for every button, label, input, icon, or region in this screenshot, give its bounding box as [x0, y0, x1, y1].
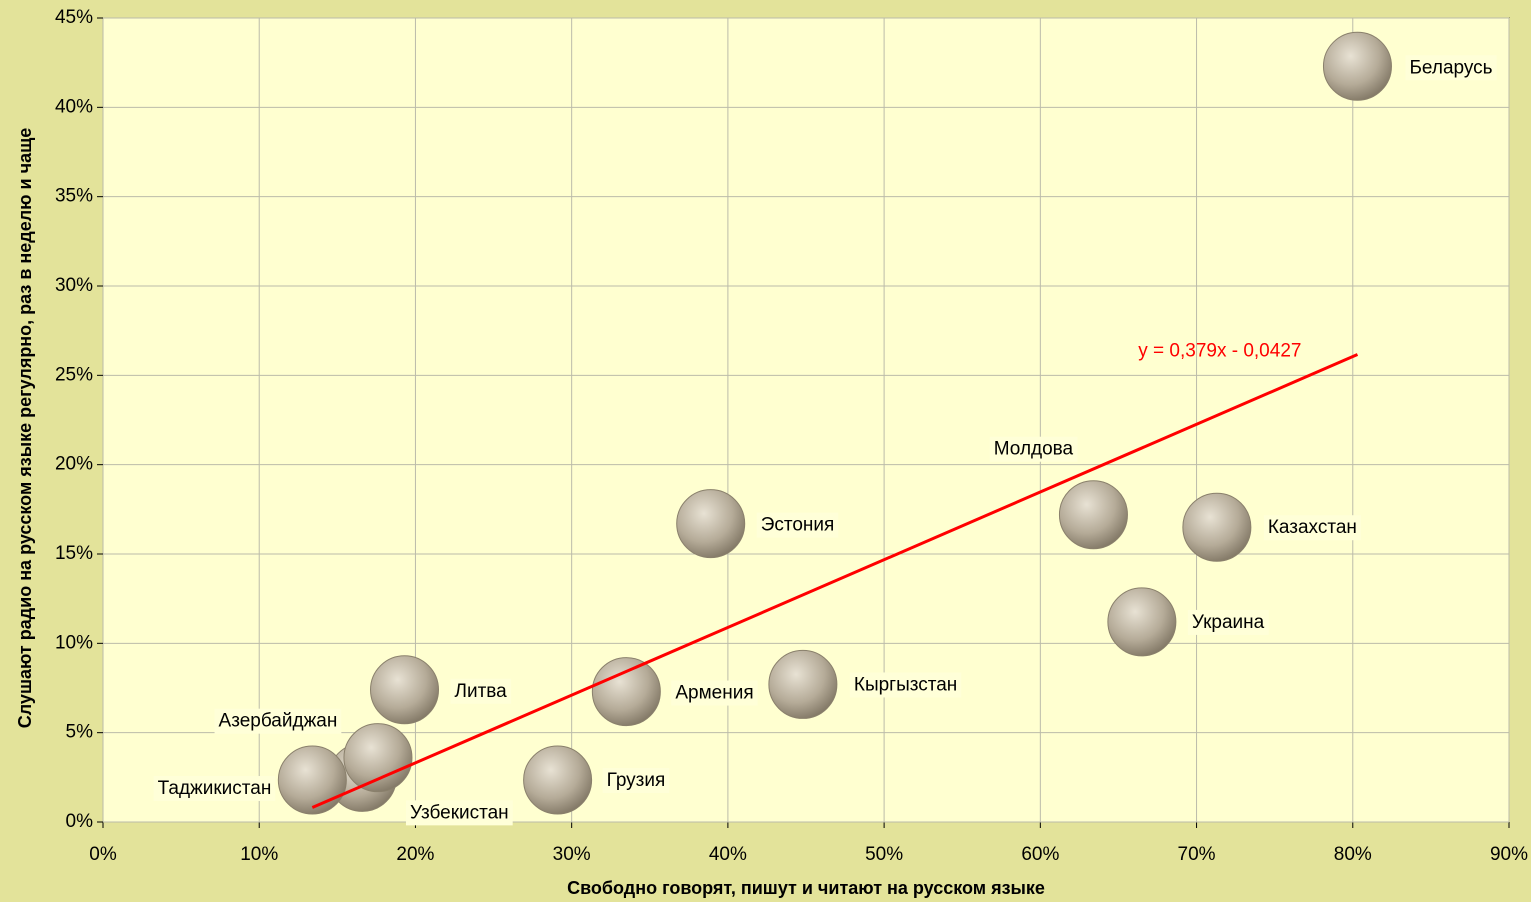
point-label: Таджикистан — [158, 778, 272, 799]
point-label: Литва — [455, 681, 508, 702]
point-label: Казахстан — [1268, 517, 1357, 538]
point-label: Беларусь — [1409, 57, 1492, 78]
point-label: Молдова — [994, 439, 1074, 460]
bubble — [1058, 480, 1128, 550]
label-background — [1263, 515, 1361, 541]
y-tick-label: 45% — [55, 7, 93, 28]
y-tick-label: 30% — [55, 275, 93, 296]
x-tick-label: 80% — [1334, 844, 1372, 865]
label-background — [1187, 609, 1269, 635]
x-tick-label: 50% — [865, 844, 903, 865]
bubble — [1322, 31, 1392, 101]
bubble — [768, 649, 838, 719]
x-tick-label: 30% — [553, 844, 591, 865]
label-background — [756, 512, 839, 538]
y-tick-label: 10% — [55, 632, 93, 653]
point-label: Армения — [675, 683, 753, 704]
trendline — [311, 353, 1359, 809]
label-background — [671, 680, 758, 706]
bubble — [1107, 587, 1177, 657]
point-label: Узбекистан — [410, 802, 509, 823]
x-tick-label: 60% — [1021, 844, 1059, 865]
label-background — [1405, 55, 1497, 81]
y-tick-label: 0% — [66, 811, 94, 832]
bubble — [370, 655, 440, 725]
label-background — [153, 776, 276, 802]
trendline-label: y = 0,379x - 0,0427 — [1138, 341, 1301, 362]
bubble — [591, 657, 661, 727]
y-tick-label: 15% — [55, 543, 93, 564]
bubble — [523, 745, 593, 815]
y-tick-label: 20% — [55, 454, 93, 475]
x-axis-title: Свободно говорят, пишут и читают на русс… — [567, 878, 1045, 898]
y-tick-label: 25% — [55, 364, 93, 385]
y-axis-title: Слушают радио на русском языке регулярно… — [15, 128, 35, 729]
x-tick-label: 90% — [1490, 844, 1528, 865]
point-label: Кыргызстан — [854, 674, 957, 695]
bubble — [1182, 492, 1252, 562]
x-tick-label: 10% — [240, 844, 278, 865]
bubble — [676, 489, 746, 559]
label-background — [405, 800, 513, 826]
x-tick-label: 0% — [89, 844, 117, 865]
bubble — [343, 723, 413, 793]
label-background — [214, 708, 342, 734]
point-label: Азербайджан — [219, 711, 338, 732]
label-background — [989, 436, 1078, 462]
bubble — [277, 745, 347, 815]
point-label: Украина — [1192, 612, 1265, 633]
y-tick-label: 40% — [55, 96, 93, 117]
y-tick-label: 35% — [55, 186, 93, 207]
x-tick-label: 20% — [396, 844, 434, 865]
y-tick-label: 5% — [66, 722, 94, 743]
x-tick-label: 70% — [1178, 844, 1216, 865]
label-background — [450, 678, 512, 704]
label-background — [602, 768, 670, 794]
point-label: Грузия — [607, 770, 666, 791]
label-background — [849, 672, 962, 698]
x-tick-label: 40% — [709, 844, 747, 865]
point-label: Эстония — [761, 515, 835, 536]
